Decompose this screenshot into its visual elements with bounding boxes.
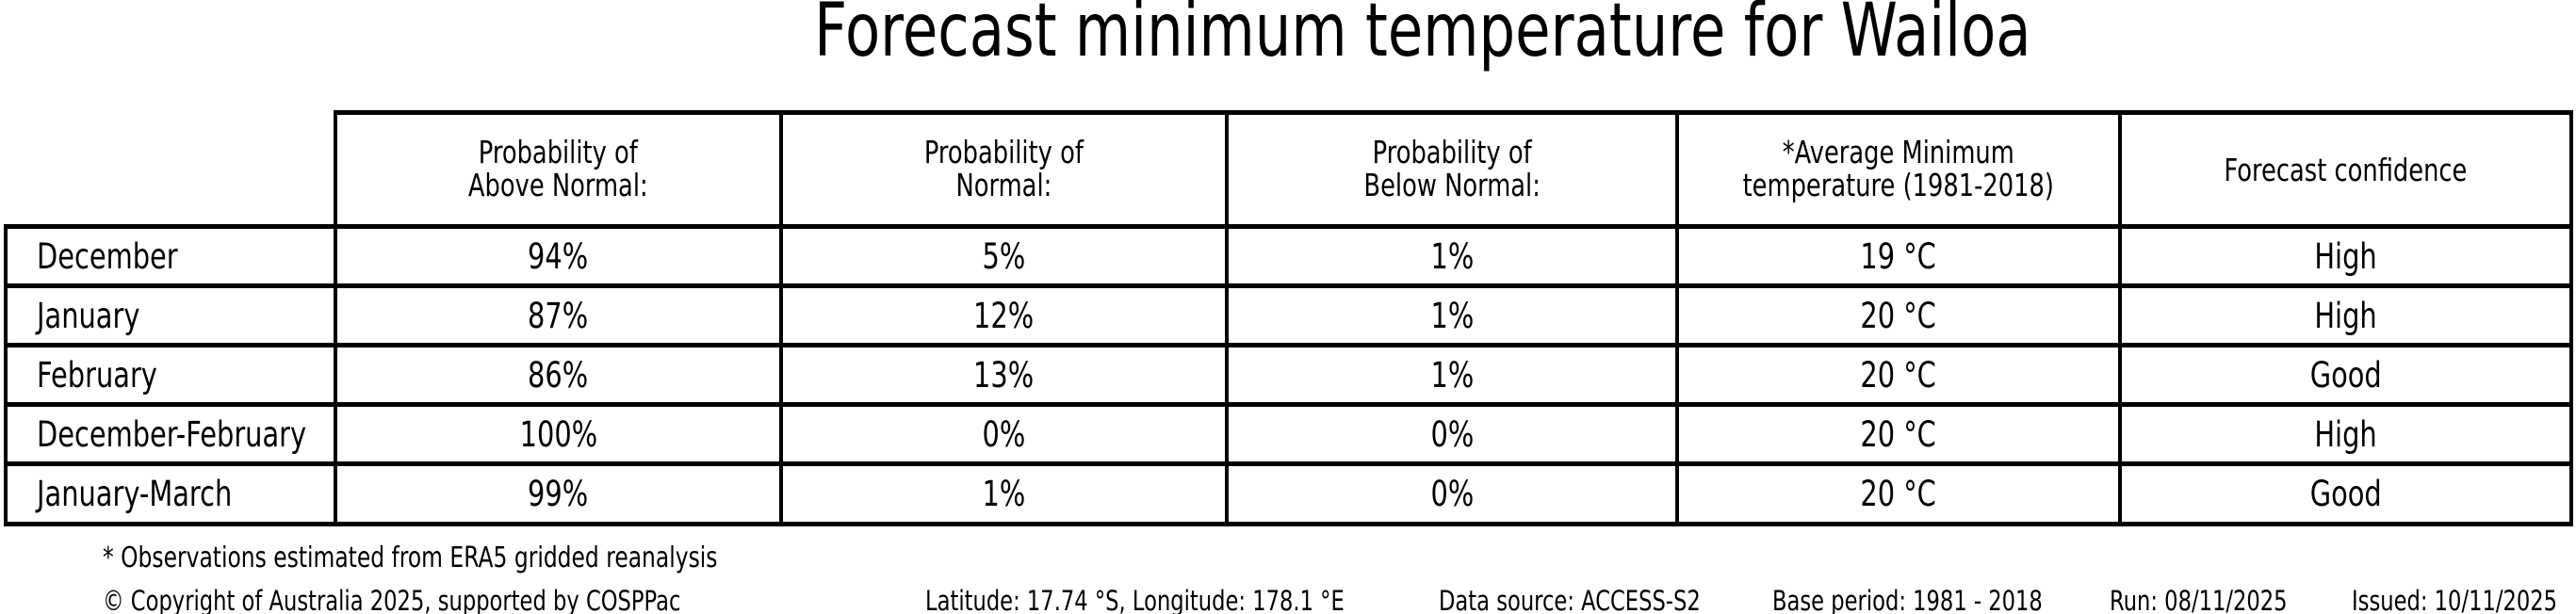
table-row-january: January 87% 12% 1% 20 °C High [4,283,2573,347]
footer-base-period-text: Base period: 1981 - 2018 [1772,585,2043,614]
header-probability-normal: Probability of Normal: [779,110,1229,229]
cell-average-minimum: 20 °C [1675,402,2122,466]
cell-value: High [2314,235,2377,277]
cell-confidence: High [2118,224,2573,288]
cell-above-normal: 94% [334,224,783,288]
cell-normal: 12% [779,283,1229,347]
footer-run-date-text: Run: 08/11/2025 [2110,585,2288,614]
row-label-text: December [37,235,178,277]
table-row-december: December 94% 5% 1% 19 °C High [4,224,2573,288]
cell-confidence: High [2118,283,2573,347]
cell-value: 20 °C [1860,354,1937,396]
page-title-text: Forecast minimum temperature for Wailoa [814,0,2031,73]
cell-value: 1% [1430,354,1474,396]
cell-value: 1% [982,474,1026,514]
cell-above-normal: 86% [334,343,783,407]
row-label: February [4,343,337,407]
row-label: January-March [4,461,337,526]
cell-below-normal: 1% [1225,343,1679,407]
corner-cell [6,113,335,227]
row-label-text: February [37,354,157,396]
footer-data-source-text: Data source: ACCESS-S2 [1439,585,1701,614]
cell-value: Good [2309,474,2382,514]
cell-value: 0% [982,413,1026,455]
header-row: Probability of Above Normal: Probability… [6,110,2573,229]
table-row-january-march: January-March 99% 1% 0% 20 °C Good [4,461,2573,526]
cell-normal: 0% [779,402,1229,466]
cell-value: 86% [528,354,589,396]
row-label: January [4,283,337,347]
cell-above-normal: 87% [334,283,783,347]
cell-value: 20 °C [1860,413,1937,455]
cell-below-normal: 1% [1225,283,1679,347]
cell-value: 5% [982,235,1026,277]
cell-value: 99% [528,474,589,514]
row-label-text: December-February [37,413,307,455]
cell-confidence: Good [2118,461,2573,526]
cell-value: 12% [973,295,1035,336]
cell-value: Good [2309,354,2382,396]
row-label: December-February [4,402,337,466]
footnote-text: * Observations estimated from ERA5 gridd… [103,541,718,574]
cell-normal: 13% [779,343,1229,407]
cell-average-minimum: 19 °C [1675,224,2122,288]
cell-value: High [2314,295,2377,336]
row-label-text: January [37,295,140,336]
header-text: Probability of Above Normal: [468,133,648,204]
row-label-text: January-March [37,474,233,514]
cell-value: 19 °C [1860,235,1937,277]
cell-value: 0% [1430,413,1474,455]
header-text: *Average Minimum temperature (1981-2018) [1742,133,2055,204]
cell-value: 20 °C [1860,474,1937,514]
footer-coordinates-text: Latitude: 17.74 °S, Longitude: 178.1 °E [925,585,1345,614]
footer-issued-date: Issued: 10/11/2025 [2352,588,2576,614]
cell-value: High [2314,413,2377,455]
cell-below-normal: 0% [1225,402,1679,466]
cell-value: 87% [528,295,589,336]
cell-average-minimum: 20 °C [1675,461,2122,526]
cell-below-normal: 1% [1225,224,1679,288]
cell-below-normal: 0% [1225,461,1679,526]
header-probability-below-normal: Probability of Below Normal: [1225,110,1679,229]
header-text: Forecast confidence [2224,151,2468,188]
forecast-table: Probability of Above Normal: Probability… [4,110,2573,526]
footer-coordinates: Latitude: 17.74 °S, Longitude: 178.1 °E [925,588,1462,614]
header-forecast-confidence: Forecast confidence [2118,110,2573,229]
cell-above-normal: 100% [334,402,783,466]
cell-normal: 1% [779,461,1229,526]
footer-run-date: Run: 08/11/2025 [2110,588,2338,614]
cell-above-normal: 99% [334,461,783,526]
row-label: December [4,224,337,288]
header-text: Probability of Below Normal: [1363,133,1541,204]
cell-average-minimum: 20 °C [1675,343,2122,407]
cell-value: 20 °C [1860,295,1937,336]
cell-average-minimum: 20 °C [1675,283,2122,347]
page-title: Forecast minimum temperature for Wailoa [269,0,2576,68]
header-average-minimum-temperature: *Average Minimum temperature (1981-2018) [1675,110,2122,229]
header-probability-above-normal: Probability of Above Normal: [334,110,783,229]
cell-confidence: High [2118,402,2573,466]
cell-value: 0% [1430,474,1474,514]
footer-copyright-text: © Copyright of Australia 2025, supported… [103,585,681,614]
footer-copyright: © Copyright of Australia 2025, supported… [103,588,844,614]
cell-value: 1% [1430,235,1474,277]
cell-value: 94% [528,235,589,277]
table-row-february: February 86% 13% 1% 20 °C Good [4,343,2573,407]
cell-value: 13% [973,354,1035,396]
table-row-december-february: December-February 100% 0% 0% 20 °C High [4,402,2573,466]
footer-issued-date-text: Issued: 10/11/2025 [2352,585,2558,614]
footnote-era5: * Observations estimated from ERA5 gridd… [103,544,890,573]
cell-normal: 5% [779,224,1229,288]
cell-value: 1% [1430,295,1474,336]
cell-confidence: Good [2118,343,2573,407]
header-text: Probability of Normal: [923,133,1084,204]
footer-base-period: Base period: 1981 - 2018 [1772,588,2119,614]
cell-value: 100% [519,413,597,455]
footer-data-source: Data source: ACCESS-S2 [1439,588,1774,614]
